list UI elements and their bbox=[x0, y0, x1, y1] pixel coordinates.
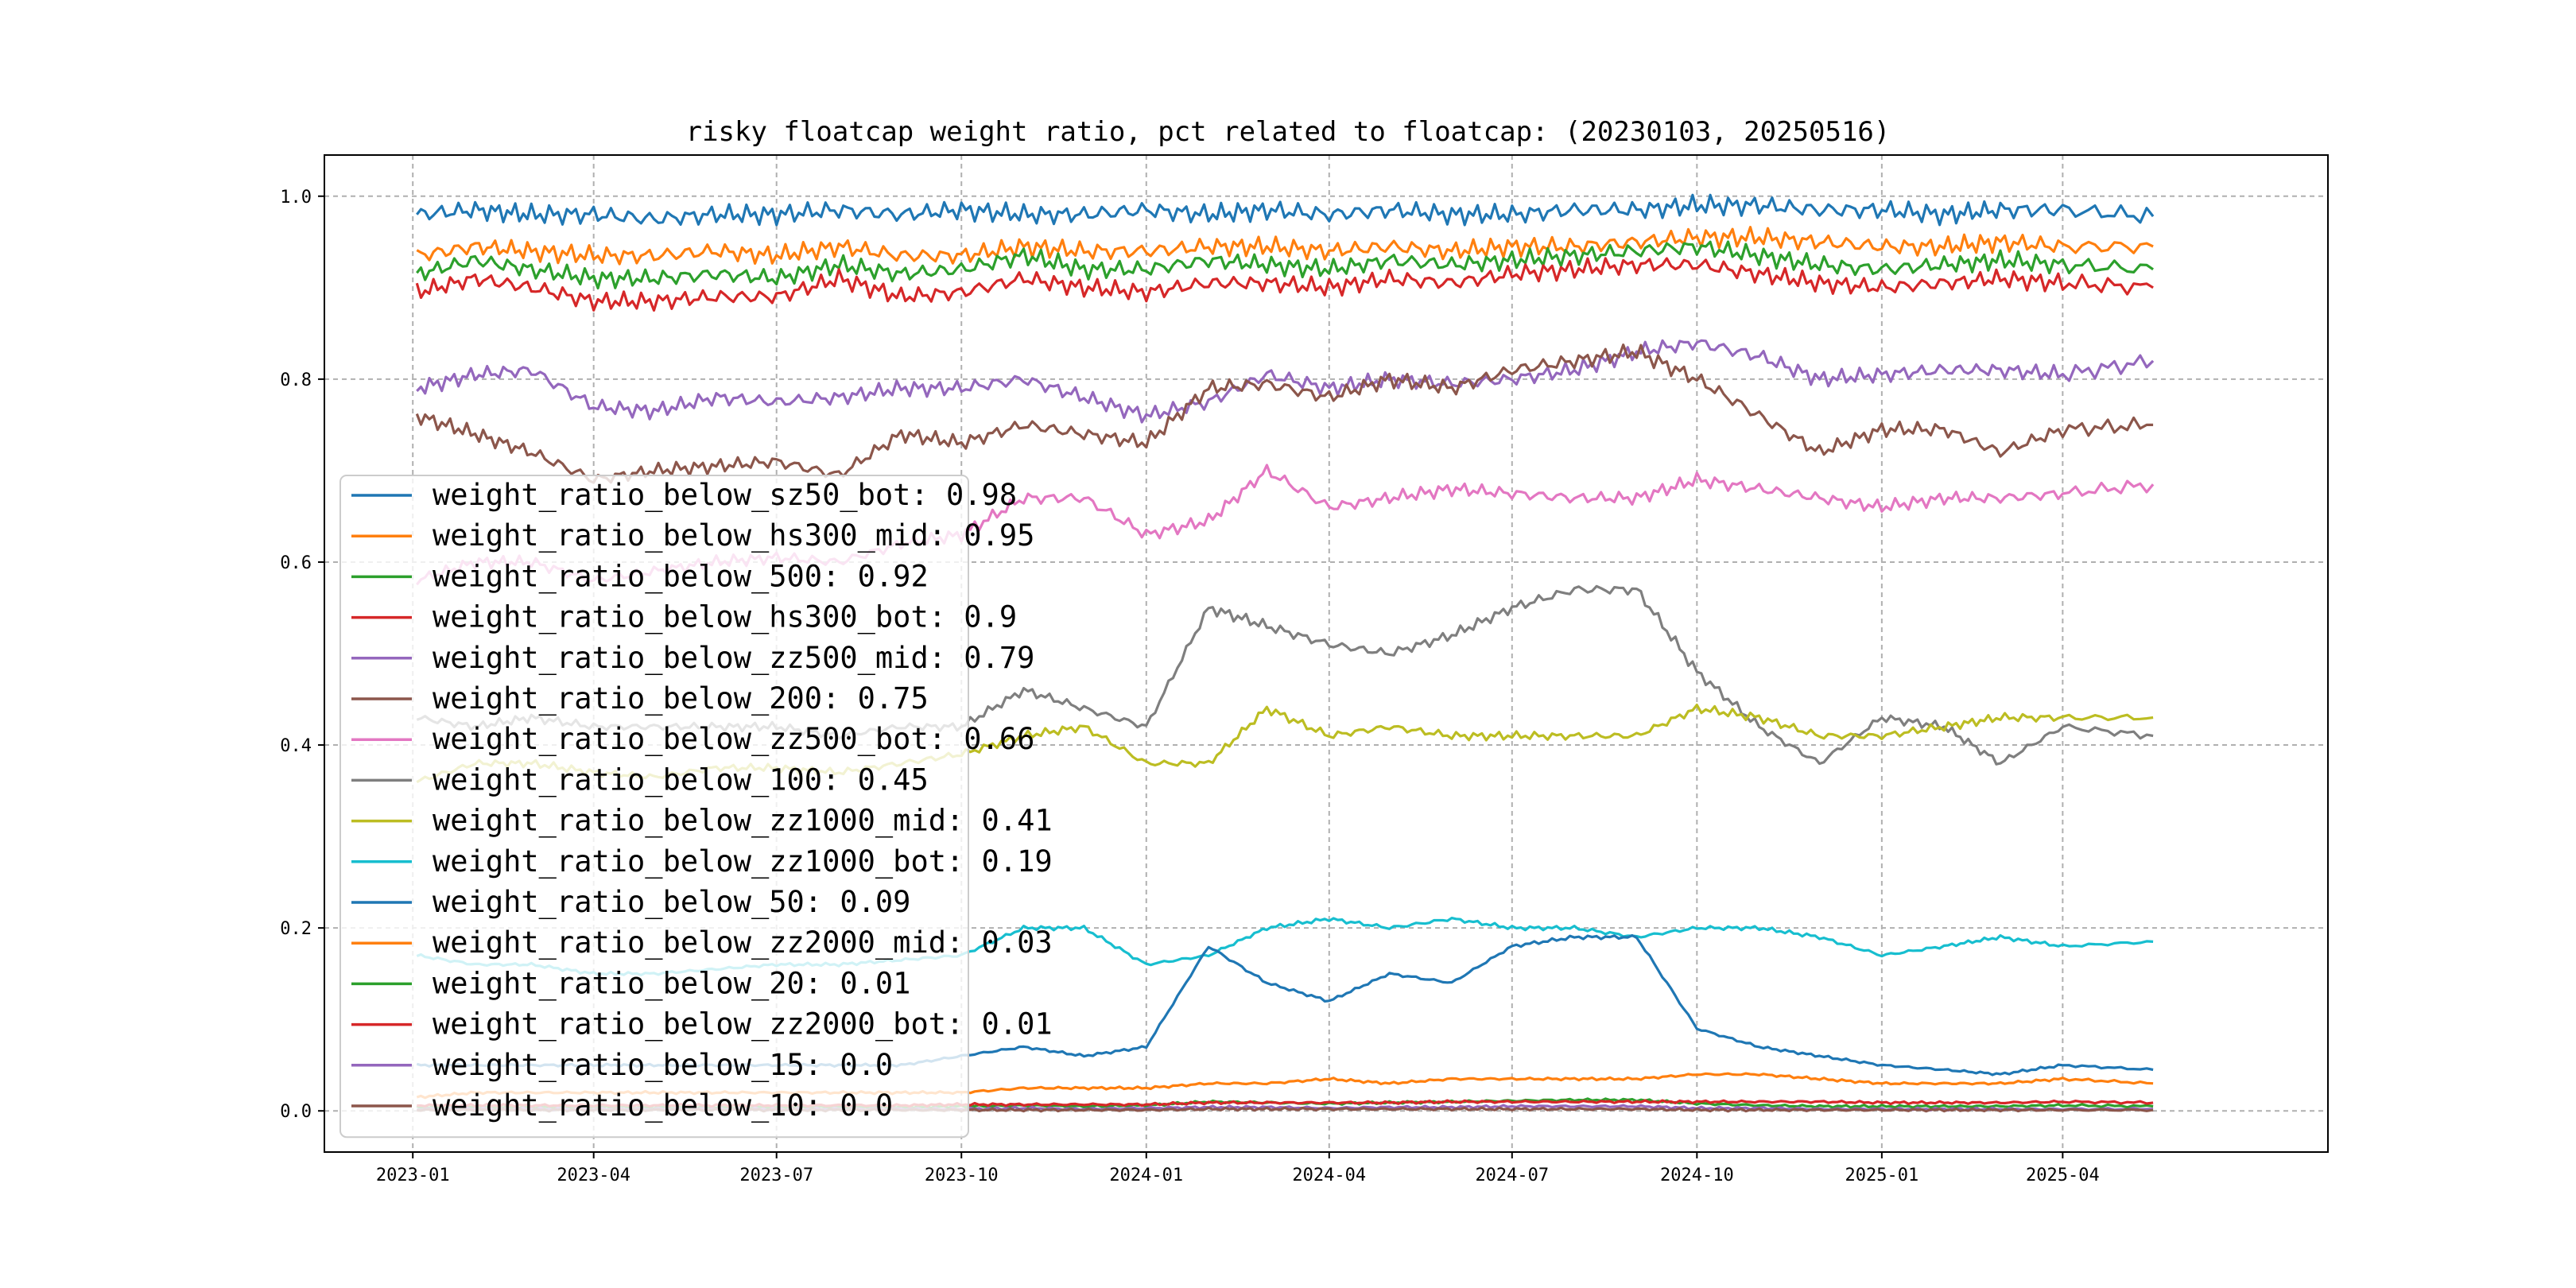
x-tick-label: 2025-01 bbox=[1845, 1166, 1919, 1185]
legend-label: weight_ratio_below_50: 0.09 bbox=[433, 885, 910, 920]
legend-label: weight_ratio_below_zz1000_mid: 0.41 bbox=[433, 804, 1053, 839]
legend-label: weight_ratio_below_200: 0.75 bbox=[433, 681, 929, 716]
legend-label: weight_ratio_below_sz50_bot: 0.98 bbox=[433, 478, 1017, 513]
y-tick-label: 0.0 bbox=[280, 1102, 312, 1122]
y-tick-label: 0.2 bbox=[280, 919, 312, 939]
legend-label: weight_ratio_below_10: 0.0 bbox=[433, 1088, 893, 1123]
legend-label: weight_ratio_below_zz2000_mid: 0.03 bbox=[433, 925, 1053, 960]
legend-label: weight_ratio_below_20: 0.01 bbox=[433, 966, 910, 1001]
x-tick-label: 2023-04 bbox=[557, 1166, 630, 1185]
series-line bbox=[415, 257, 2154, 312]
chart-title: risky floatcap weight ratio, pct related… bbox=[686, 116, 1891, 148]
y-tick-label: 0.8 bbox=[280, 370, 312, 390]
legend-label: weight_ratio_below_zz500_mid: 0.79 bbox=[433, 641, 1034, 676]
x-tick-label: 2025-04 bbox=[2026, 1166, 2100, 1185]
legend-label: weight_ratio_below_500: 0.92 bbox=[433, 559, 929, 594]
x-tick-label: 2023-07 bbox=[739, 1166, 813, 1185]
x-tick-label: 2023-01 bbox=[376, 1166, 450, 1185]
legend-label: weight_ratio_below_zz1000_bot: 0.19 bbox=[433, 844, 1053, 879]
legend: weight_ratio_below_sz50_bot: 0.98 weight_… bbox=[339, 475, 1053, 1139]
series-line bbox=[416, 193, 2155, 227]
x-tick-label: 2024-10 bbox=[1660, 1166, 1734, 1185]
x-axis: 2023-01 2023-04 2023-07 2023-10 2024-01 2024-… bbox=[376, 1152, 2100, 1185]
x-tick-label: 2024-07 bbox=[1475, 1166, 1549, 1185]
plot-frame bbox=[324, 154, 2329, 1153]
x-tick-label: 2023-10 bbox=[925, 1166, 999, 1185]
legend-label: weight_ratio_below_zz2000_bot: 0.01 bbox=[433, 1007, 1053, 1042]
legend-label: weight_ratio_below_hs300_bot: 0.9 bbox=[433, 600, 1017, 635]
legend-label: weight_ratio_below_100: 0.45 bbox=[433, 762, 929, 797]
legend-box bbox=[339, 475, 969, 1139]
series-line bbox=[416, 240, 2154, 290]
y-axis: 0.0 0.2 0.4 0.6 0.8 1.0 bbox=[280, 188, 324, 1122]
legend-label: weight_ratio_below_zz500_bot: 0.66 bbox=[433, 722, 1034, 757]
legend-label: weight_ratio_below_hs300_mid: 0.95 bbox=[433, 518, 1034, 553]
x-tick-label: 2024-01 bbox=[1109, 1166, 1183, 1185]
x-tick-label: 2024-04 bbox=[1292, 1166, 1366, 1185]
legend-label: weight_ratio_below_15: 0.0 bbox=[433, 1048, 893, 1083]
series-line bbox=[416, 339, 2155, 424]
series-line bbox=[416, 226, 2154, 266]
series-line bbox=[415, 343, 2154, 484]
y-tick-label: 0.4 bbox=[280, 736, 312, 756]
y-tick-label: 0.6 bbox=[280, 553, 312, 573]
y-tick-label: 1.0 bbox=[280, 188, 312, 208]
